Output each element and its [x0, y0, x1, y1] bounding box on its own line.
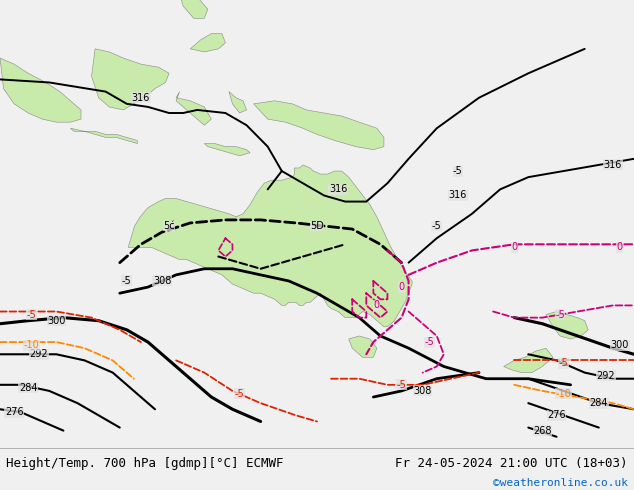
Text: 276: 276 — [547, 410, 566, 420]
Text: 0: 0 — [511, 243, 517, 252]
Polygon shape — [229, 92, 247, 113]
Text: -5: -5 — [235, 389, 244, 399]
Text: 0: 0 — [374, 300, 380, 310]
Polygon shape — [546, 312, 588, 339]
Polygon shape — [503, 348, 553, 372]
Text: 300: 300 — [611, 340, 629, 350]
Text: -5: -5 — [555, 310, 565, 319]
Polygon shape — [204, 144, 250, 156]
Text: 308: 308 — [413, 386, 432, 396]
Text: 292: 292 — [597, 370, 615, 381]
Polygon shape — [70, 128, 138, 144]
Text: 316: 316 — [329, 184, 347, 195]
Text: -5: -5 — [559, 359, 569, 368]
Text: 0: 0 — [399, 282, 404, 292]
Text: Height/Temp. 700 hPa [gdmp][°C] ECMWF: Height/Temp. 700 hPa [gdmp][°C] ECMWF — [6, 457, 284, 470]
Text: 316: 316 — [604, 160, 622, 170]
Text: 268: 268 — [533, 426, 552, 436]
Polygon shape — [91, 49, 169, 110]
Text: 316: 316 — [449, 191, 467, 200]
Text: -5: -5 — [432, 221, 442, 231]
Text: 308: 308 — [153, 276, 171, 286]
Polygon shape — [128, 165, 412, 327]
Text: 0: 0 — [617, 243, 623, 252]
Text: -10: -10 — [555, 389, 571, 399]
Text: -5: -5 — [397, 380, 406, 390]
Text: 5D: 5D — [310, 221, 324, 231]
Text: 316: 316 — [132, 93, 150, 103]
Text: 284: 284 — [19, 383, 37, 393]
Text: -5: -5 — [27, 310, 37, 319]
Text: -5: -5 — [425, 337, 434, 347]
Text: 292: 292 — [29, 349, 48, 359]
Polygon shape — [176, 92, 211, 125]
Text: 284: 284 — [590, 398, 608, 408]
Text: -10: -10 — [24, 340, 39, 350]
Text: 276: 276 — [5, 407, 23, 417]
Polygon shape — [190, 34, 226, 52]
Polygon shape — [0, 58, 81, 122]
Text: -5: -5 — [122, 276, 132, 286]
Polygon shape — [254, 101, 384, 149]
Text: ©weatheronline.co.uk: ©weatheronline.co.uk — [493, 478, 628, 489]
Text: 300: 300 — [47, 316, 65, 326]
Text: 5ć: 5ć — [163, 221, 175, 231]
Text: -5: -5 — [453, 166, 463, 176]
Polygon shape — [349, 336, 377, 357]
Text: Fr 24-05-2024 21:00 UTC (18+03): Fr 24-05-2024 21:00 UTC (18+03) — [395, 457, 628, 470]
Polygon shape — [176, 0, 208, 18]
